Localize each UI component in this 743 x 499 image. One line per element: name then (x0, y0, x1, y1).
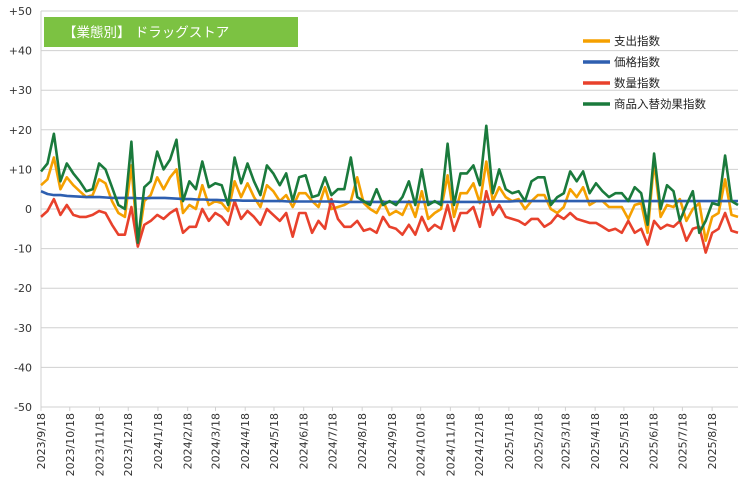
x-tick-label: 2024/9/18 (386, 413, 399, 469)
x-tick-label: 2024/11/18 (444, 413, 457, 476)
x-tick-label: 2024/10/18 (415, 413, 428, 476)
x-tick-label: 2025/7/18 (676, 413, 689, 469)
x-tick-label: 2024/5/18 (268, 413, 281, 469)
x-tick-label: 2024/7/18 (326, 413, 339, 469)
y-tick-label: -40 (14, 361, 32, 374)
series-line-0 (40, 156, 739, 246)
x-tick-label: 2025/8/18 (706, 413, 719, 469)
x-tick-label: 2023/10/18 (64, 413, 77, 476)
y-tick-label: +30 (9, 84, 32, 97)
x-tick-label: 2024/3/18 (209, 413, 222, 469)
x-tick-label: 2025/4/18 (589, 413, 602, 469)
x-tick-label: 2025/1/18 (503, 413, 516, 469)
x-tick-label: 2023/11/18 (93, 413, 106, 476)
x-axis-ticks: 2023/9/18 2023/10/18 2023/11/18 2023/12/18 2… (35, 407, 719, 476)
series-lines (39, 124, 739, 254)
series-line-2 (40, 189, 739, 254)
x-tick-label: 2025/3/18 (559, 413, 572, 469)
legend-label: 商品入替効果指数 (614, 97, 706, 111)
x-tick-label: 2024/12/18 (473, 413, 486, 476)
chart-title-text: 【業態別】 ドラッグストア (63, 25, 229, 41)
chart-title: 【業態別】 ドラッグストア (44, 17, 298, 47)
x-tick-label: 2024/6/18 (298, 413, 311, 469)
chart-title-background (44, 17, 298, 47)
y-tick-label: -10 (14, 243, 32, 256)
legend-label: 数量指数 (614, 76, 660, 90)
x-tick-label: 2024/1/18 (152, 413, 165, 469)
x-tick-label: 2024/4/18 (239, 413, 252, 469)
x-tick-label: 2024/8/18 (356, 413, 369, 469)
y-axis-ticks: +50 +40 +30 +20 +10 0 -10 -20 -30 -40 -50 (9, 5, 32, 414)
y-tick-label: 0 (25, 203, 32, 216)
legend-label: 価格指数 (614, 55, 660, 69)
x-tick-label: 2023/12/18 (122, 413, 135, 476)
y-tick-label: +50 (9, 5, 32, 18)
y-tick-label: +10 (9, 163, 32, 176)
x-tick-label: 2025/2/18 (533, 413, 546, 469)
y-tick-label: +40 (9, 45, 32, 58)
x-tick-label: 2025/5/18 (618, 413, 631, 469)
x-tick-label: 2025/6/18 (648, 413, 661, 469)
y-tick-label: -20 (14, 282, 32, 295)
y-tick-label: +20 (9, 124, 32, 137)
legend-label: 支出指数 (614, 34, 660, 48)
y-tick-label: -50 (14, 401, 32, 414)
series-line-3 (39, 124, 739, 244)
gridlines (40, 10, 738, 408)
x-tick-label: 2023/9/18 (35, 413, 48, 469)
x-tick-label: 2024/2/18 (182, 413, 195, 469)
y-tick-label: -30 (14, 322, 32, 335)
